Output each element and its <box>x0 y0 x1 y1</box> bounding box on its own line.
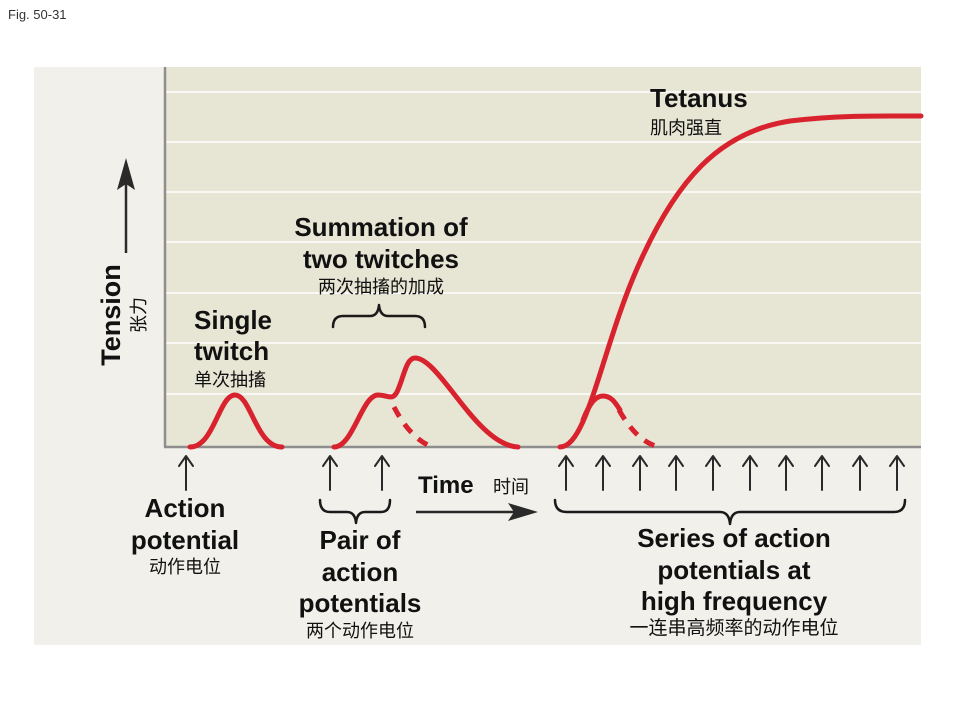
x-axis-label-zh: 时间 <box>493 477 529 498</box>
tetanus-label-zh: 肌肉强直 <box>650 118 722 139</box>
gridlines <box>165 91 921 395</box>
summation-label-line2: two twitches <box>303 244 459 274</box>
pair-label-line2: action <box>322 557 399 587</box>
stimulus-arrow <box>595 455 611 491</box>
tetanus-curve <box>557 113 924 450</box>
pair-label-line1: Pair of <box>320 525 401 555</box>
stimulus-arrow <box>889 455 905 491</box>
action-potential-label-line1: Action <box>145 493 226 523</box>
stimulus-arrow <box>558 455 574 491</box>
stimulus-arrow <box>668 455 684 491</box>
plot-background <box>165 67 921 447</box>
summation-label-line1: Summation of <box>294 212 468 242</box>
summation-brace <box>331 303 427 329</box>
stimulus-arrow <box>705 455 721 491</box>
tension-arrow <box>117 158 135 253</box>
pair-label-line3: potentials <box>299 588 422 618</box>
action-potential-label-zh: 动作电位 <box>149 557 221 578</box>
summation-label-zh: 两次抽搐的加成 <box>318 277 444 298</box>
single-twitch-label-line2: twitch <box>194 336 269 366</box>
series-brace <box>553 498 907 526</box>
stimulus-arrow <box>374 455 390 491</box>
stimulus-arrow <box>178 455 194 491</box>
stimulus-arrow <box>778 455 794 491</box>
stimulus-arrow <box>322 455 338 491</box>
single-twitch-curve <box>187 392 285 450</box>
stimulus-arrow <box>742 455 758 491</box>
stimulus-arrows <box>178 455 905 491</box>
single-twitch-label-zh: 单次抽搐 <box>194 370 266 391</box>
pair-brace <box>318 498 392 525</box>
tetanus-label: Tetanus <box>650 83 748 113</box>
stimulus-arrow <box>852 455 868 491</box>
stimulus-arrow <box>814 455 830 491</box>
tetanus-first-twitch <box>580 393 623 423</box>
summation-curve <box>331 355 521 450</box>
figure-label: Fig. 50-31 <box>8 7 67 22</box>
series-label-line2: potentials at <box>657 555 810 585</box>
action-potential-label-line2: potential <box>131 525 239 555</box>
single-twitch-label-line1: Single <box>194 305 272 335</box>
y-axis-label-zh: 张力 <box>129 297 150 333</box>
time-arrow-head <box>508 503 538 521</box>
pair-label-zh: 两个动作电位 <box>306 621 414 642</box>
tension-arrow-head <box>117 158 135 190</box>
x-axis-label: Time <box>418 472 474 499</box>
series-label-line3: high frequency <box>641 586 828 616</box>
stimulus-arrow <box>632 455 648 491</box>
series-label-zh: 一连串高频率的动作电位 <box>629 617 838 639</box>
y-axis-label: Tension <box>96 264 126 366</box>
summation-dashed-decay <box>391 405 434 450</box>
tetanus-dashed-decay <box>616 408 660 450</box>
series-label-line1: Series of action <box>637 523 831 553</box>
